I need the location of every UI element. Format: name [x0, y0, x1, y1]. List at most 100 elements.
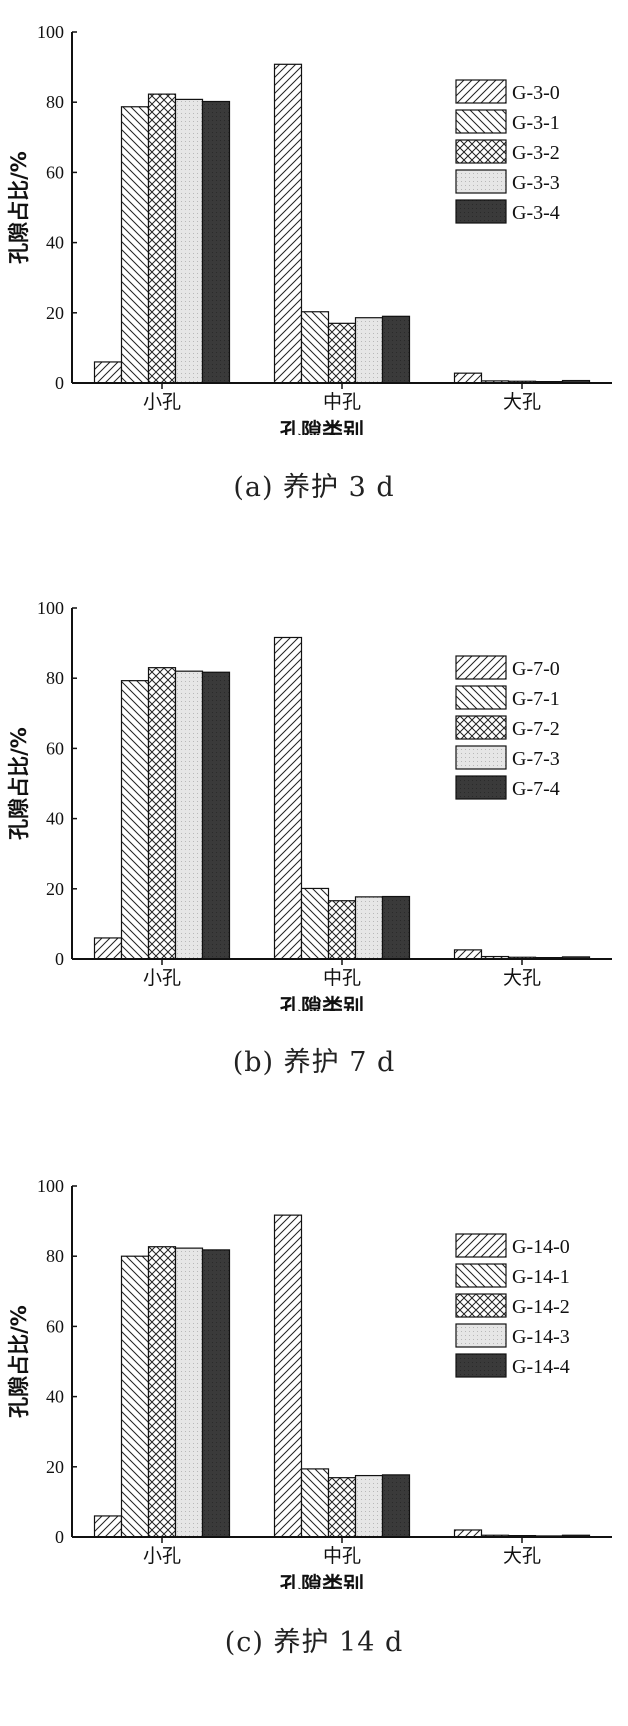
y-axis-title: 孔隙占比/% — [7, 727, 31, 840]
y-axis-title: 孔隙占比/% — [7, 151, 31, 264]
y-tick-label: 20 — [46, 303, 64, 323]
x-axis-title: 孔隙类别 — [280, 419, 364, 435]
bar-G-14-1-0 — [120, 1255, 150, 1538]
bar-G-3-3-0 — [174, 98, 204, 384]
legend-label: G-7-0 — [512, 658, 560, 680]
x-axis-title: 孔隙类别 — [280, 995, 364, 1011]
legend-swatch — [455, 715, 507, 740]
legend-swatch — [455, 745, 507, 770]
y-tick-label: 0 — [55, 949, 64, 969]
y-tick-label: 80 — [46, 668, 64, 688]
legend-label: G-14-3 — [512, 1326, 570, 1348]
bar-G-7-2-1 — [327, 900, 357, 960]
legend-label: G-7-4 — [512, 778, 560, 800]
bar-G-3-1-1 — [300, 311, 330, 384]
bar-G-7-4-1 — [381, 895, 411, 960]
legend-swatch — [455, 685, 507, 710]
y-tick-label: 40 — [46, 1387, 64, 1407]
y-tick-label: 80 — [46, 92, 64, 112]
panel-c: 0 20 40 60 80 100 小孔 中孔 大孔 孔隙类别 孔隙占比/% G-14-0 G-14-1… — [0, 1154, 628, 1589]
legend-label: G-3-0 — [512, 82, 560, 104]
bar-G-7-1-0 — [120, 680, 150, 960]
legend-swatch — [455, 139, 507, 164]
bar-G-14-1-1 — [300, 1468, 330, 1538]
y-tick-label: 100 — [37, 598, 64, 618]
category-label: 中孔 — [323, 1545, 361, 1567]
bar-G-7-3-1 — [354, 896, 384, 960]
bar-G-14-4-1 — [381, 1474, 411, 1538]
panel-caption-b: (b) 养护 7 d — [232, 1047, 396, 1078]
legend-swatch — [455, 1323, 507, 1348]
y-tick-label: 100 — [37, 1176, 64, 1196]
legend-swatch — [455, 1293, 507, 1318]
bar-G-7-0-0 — [93, 937, 123, 960]
bar-G-3-2-1 — [327, 322, 357, 384]
bar-G-3-0-0 — [93, 361, 123, 384]
legend-swatch — [455, 1233, 507, 1258]
bar-G-7-1-1 — [300, 887, 330, 960]
legend-swatch — [455, 109, 507, 134]
legend-swatch — [455, 775, 507, 800]
legend-label: G-7-1 — [512, 688, 560, 710]
legend-swatch — [455, 169, 507, 194]
bar-G-14-4-0 — [201, 1249, 231, 1538]
category-label: 小孔 — [143, 1545, 181, 1567]
category-label: 大孔 — [503, 967, 541, 989]
legend-swatch — [455, 199, 507, 224]
x-axis-title: 孔隙类别 — [280, 1573, 364, 1589]
y-tick-label: 60 — [46, 162, 64, 182]
bar-G-14-0-0 — [93, 1515, 123, 1538]
y-tick-label: 0 — [55, 373, 64, 393]
bar-G-3-4-0 — [201, 100, 231, 384]
category-label: 中孔 — [323, 967, 361, 989]
y-tick-label: 40 — [46, 809, 64, 829]
legend-label: G-14-0 — [512, 1236, 570, 1258]
bar-G-14-2-0 — [147, 1246, 177, 1538]
bar-G-3-2-0 — [147, 93, 177, 384]
y-tick-label: 20 — [46, 1457, 64, 1477]
bar-G-14-3-0 — [174, 1247, 204, 1538]
bar-G-7-3-0 — [174, 670, 204, 960]
bar-G-7-4-0 — [201, 671, 231, 960]
legend-label: G-3-1 — [512, 112, 560, 134]
legend-label: G-14-2 — [512, 1296, 570, 1318]
category-label: 中孔 — [323, 391, 361, 413]
legend-label: G-14-4 — [512, 1356, 570, 1378]
category-label: 大孔 — [503, 391, 541, 413]
y-tick-label: 80 — [46, 1246, 64, 1266]
category-label: 小孔 — [143, 967, 181, 989]
bar-G-7-0-1 — [273, 636, 303, 960]
bar-G-3-3-1 — [354, 317, 384, 384]
bar-G-14-0-1 — [273, 1214, 303, 1538]
y-tick-label: 40 — [46, 233, 64, 253]
legend-label: G-3-3 — [512, 172, 560, 194]
legend-swatch — [455, 1263, 507, 1288]
category-label: 大孔 — [503, 1545, 541, 1567]
legend-label: G-14-1 — [512, 1266, 570, 1288]
bar-G-3-0-1 — [273, 63, 303, 384]
y-axis-title: 孔隙占比/% — [7, 1305, 31, 1418]
legend-label: G-3-4 — [512, 202, 560, 224]
category-label: 小孔 — [143, 391, 181, 413]
bar-G-14-3-1 — [354, 1474, 384, 1538]
bar-G-14-0-2 — [453, 1529, 483, 1538]
legend-swatch — [455, 1353, 507, 1378]
legend-label: G-7-2 — [512, 718, 560, 740]
panel-a: 0 20 40 60 80 100 小孔 中孔 大孔孔隙类别 孔隙占比/% G-3-0 G-3-1 G-… — [0, 0, 628, 435]
bar-G-3-0-2 — [453, 372, 483, 384]
panel-b: 0 20 40 60 80 100 小孔 中孔 大孔孔隙类别 孔隙占比/% G-7-0 G-7-1 G-… — [0, 576, 628, 1011]
legend-label: G-3-2 — [512, 142, 560, 164]
y-tick-label: 100 — [37, 22, 64, 42]
y-tick-label: 0 — [55, 1527, 64, 1547]
y-tick-label: 60 — [46, 738, 64, 758]
panel-caption-c: (c) 养护 14 d — [224, 1627, 404, 1658]
y-tick-label: 20 — [46, 879, 64, 899]
bar-G-7-0-2 — [453, 949, 483, 960]
bar-G-14-2-1 — [327, 1477, 357, 1538]
panel-caption-a: (a) 养护 3 d — [233, 472, 395, 503]
bar-G-3-1-0 — [120, 106, 150, 384]
